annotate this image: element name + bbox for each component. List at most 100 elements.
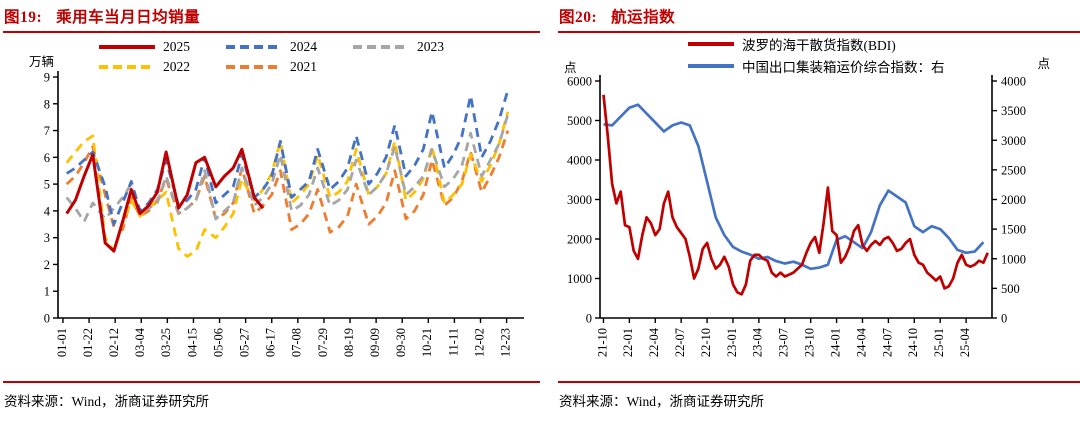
svg-text:3000: 3000 xyxy=(567,193,592,207)
figure-19-title-text: 乘用车当月日均销量 xyxy=(56,9,201,26)
svg-text:1000: 1000 xyxy=(1001,252,1026,266)
dashed-line-swatch xyxy=(226,45,282,49)
svg-text:23-04: 23-04 xyxy=(751,327,765,357)
svg-text:05-27: 05-27 xyxy=(238,328,252,357)
left-axis-unit: 点 xyxy=(564,61,577,75)
svg-text:11-11: 11-11 xyxy=(446,328,460,356)
svg-text:21-10: 21-10 xyxy=(595,328,609,357)
svg-text:1: 1 xyxy=(44,285,50,299)
svg-text:8: 8 xyxy=(44,97,50,111)
svg-text:23-01: 23-01 xyxy=(725,328,739,357)
svg-text:12-02: 12-02 xyxy=(472,328,486,357)
svg-text:2000: 2000 xyxy=(1001,193,1026,207)
svg-text:23-10: 23-10 xyxy=(803,328,817,357)
figure-20-panel: 图20: 航运指数 点 点 波罗的海干散货指数(BDI) 中国出口集装箱运价综合指数… xyxy=(558,0,1080,424)
title-divider xyxy=(3,31,540,33)
svg-text:6: 6 xyxy=(44,151,50,165)
svg-text:5: 5 xyxy=(44,178,50,192)
dashed-line-swatch xyxy=(353,45,409,49)
svg-text:12-23: 12-23 xyxy=(498,328,512,357)
svg-text:4: 4 xyxy=(44,204,51,218)
svg-text:03-25: 03-25 xyxy=(159,328,173,357)
source-note: 资料来源：Wind，浙商证券研究所 xyxy=(559,394,764,409)
legend-item-2025: 2025 xyxy=(99,39,190,55)
svg-text:0: 0 xyxy=(586,312,592,326)
svg-text:22-10: 22-10 xyxy=(699,328,713,357)
svg-text:25-01: 25-01 xyxy=(932,328,946,357)
dashed-line-swatch xyxy=(226,65,282,69)
svg-text:2: 2 xyxy=(44,258,50,272)
svg-text:2000: 2000 xyxy=(567,233,592,247)
svg-text:1000: 1000 xyxy=(567,272,592,286)
svg-text:22-07: 22-07 xyxy=(673,328,687,357)
legend-item-2022: 2022 xyxy=(99,59,190,75)
svg-text:25-04: 25-04 xyxy=(958,327,972,357)
svg-text:24-10: 24-10 xyxy=(906,328,920,357)
legend-item-中国出口集装箱运价综合指数：右: 中国出口集装箱运价综合指数：右 xyxy=(688,56,945,76)
legend-item-2021: 2021 xyxy=(226,59,317,75)
svg-text:01-22: 01-22 xyxy=(81,328,95,357)
figure-19-label: 图19: xyxy=(4,9,43,26)
legend-label: 2025 xyxy=(163,39,190,54)
svg-text:09-09: 09-09 xyxy=(368,328,382,357)
svg-text:22-01: 22-01 xyxy=(621,328,635,357)
legend-label: 2024 xyxy=(290,39,317,54)
svg-text:24-07: 24-07 xyxy=(880,328,894,357)
svg-text:07-08: 07-08 xyxy=(290,328,304,357)
svg-text:5000: 5000 xyxy=(567,114,592,128)
svg-text:23-07: 23-07 xyxy=(777,328,791,357)
svg-text:06-17: 06-17 xyxy=(264,328,278,357)
svg-text:01-01: 01-01 xyxy=(55,328,69,357)
left-axis-unit: 万辆 xyxy=(29,55,55,69)
figure-20-title-text: 航运指数 xyxy=(611,9,676,26)
solid-line-swatch xyxy=(688,42,734,46)
dashed-line-swatch xyxy=(99,65,155,69)
figure-20-label: 图20: xyxy=(559,9,598,26)
legend-item-波罗的海干散货指数(BDI): 波罗的海干散货指数(BDI) xyxy=(688,34,945,54)
legend-label: 2023 xyxy=(417,39,444,54)
svg-text:22-04: 22-04 xyxy=(647,327,661,357)
legend-label: 波罗的海干散货指数(BDI) xyxy=(742,38,896,53)
passenger-car-chart-area: 万辆 2025 2024 2023 2022 2021 0 1 2 3 4 5 6 7 8 9 01-01 0… xyxy=(3,33,540,373)
svg-text:02-12: 02-12 xyxy=(107,328,121,357)
svg-text:09-30: 09-30 xyxy=(394,328,408,357)
source-divider xyxy=(3,381,540,383)
solid-line-swatch xyxy=(688,64,734,68)
svg-text:1500: 1500 xyxy=(1001,223,1026,237)
svg-text:3500: 3500 xyxy=(1001,104,1026,118)
svg-text:05-06: 05-06 xyxy=(211,328,225,357)
svg-text:500: 500 xyxy=(1001,282,1020,296)
svg-text:04-15: 04-15 xyxy=(185,328,199,357)
svg-text:24-01: 24-01 xyxy=(828,328,842,357)
svg-text:08-19: 08-19 xyxy=(342,328,356,357)
right-axis-unit: 点 xyxy=(1037,57,1050,71)
figure-19-title: 图19: 乘用车当月日均销量 xyxy=(3,0,540,31)
svg-text:3000: 3000 xyxy=(1001,134,1026,148)
svg-text:24-04: 24-04 xyxy=(854,327,868,357)
legend-label: 2021 xyxy=(290,59,317,74)
passenger-car-sales-chart: 0 1 2 3 4 5 6 7 8 9 01-01 01-22 02-12 03-04 03-25 04-15… xyxy=(44,71,524,357)
shipping-index-chart: 0 1000 2000 3000 4000 5000 6000 0 500 1000 1500 200… xyxy=(567,75,1026,358)
svg-text:9: 9 xyxy=(44,71,50,85)
solid-line-swatch xyxy=(99,45,155,49)
chart-legend: 波罗的海干散货指数(BDI) 中国出口集装箱运价综合指数：右 xyxy=(688,34,945,76)
legend-label: 中国出口集装箱运价综合指数：右 xyxy=(742,60,945,75)
source-divider xyxy=(558,381,1080,383)
source-note: 资料来源：Wind，浙商证券研究所 xyxy=(4,394,209,409)
legend-item-2023: 2023 xyxy=(353,39,444,55)
svg-text:2500: 2500 xyxy=(1001,163,1026,177)
legend-item-2024: 2024 xyxy=(226,39,317,55)
svg-text:6000: 6000 xyxy=(567,75,592,89)
svg-text:3: 3 xyxy=(44,231,50,245)
legend-label: 2022 xyxy=(163,59,190,74)
shipping-index-chart-area: 点 点 波罗的海干散货指数(BDI) 中国出口集装箱运价综合指数：右 0 1000 2… xyxy=(558,33,1080,373)
title-divider xyxy=(558,31,1080,33)
figure-20-title: 图20: 航运指数 xyxy=(558,0,1080,31)
svg-text:4000: 4000 xyxy=(567,154,592,168)
chart-legend: 2025 2024 2023 2022 2021 xyxy=(99,39,444,75)
svg-text:4000: 4000 xyxy=(1001,75,1026,89)
svg-text:07-29: 07-29 xyxy=(316,328,330,357)
svg-text:7: 7 xyxy=(44,124,50,138)
